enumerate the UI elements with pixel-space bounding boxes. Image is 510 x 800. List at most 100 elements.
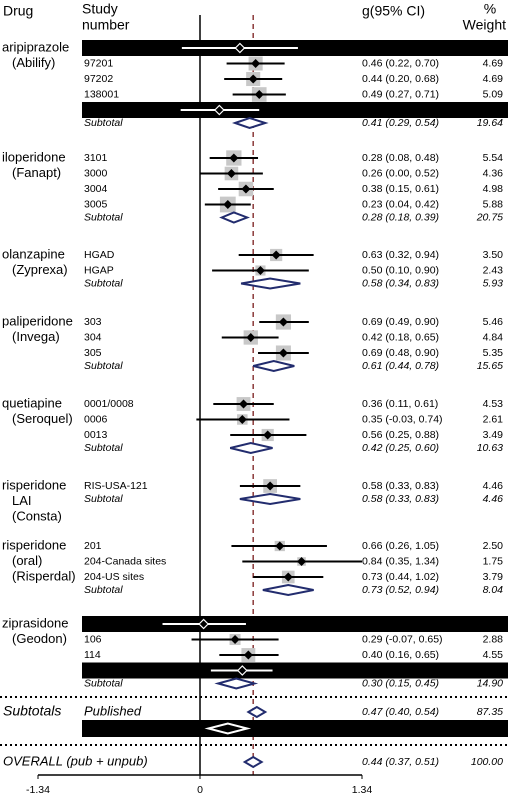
weight-label: 14.90 <box>477 677 503 689</box>
study-label: 3101 <box>84 152 108 164</box>
drug-label: olanzapine <box>2 246 65 261</box>
drug-label: (Geodon) <box>12 631 67 646</box>
subtotal-diamond <box>214 677 259 690</box>
ci-label: 0.63 (0.32, 0.94) <box>362 249 439 261</box>
ci-label: 0.30 (0.15, 0.45) <box>362 677 439 689</box>
unpublished-highlight <box>82 102 508 118</box>
drug-label: (Consta) <box>12 508 62 523</box>
weight-label: 4.45 <box>483 664 504 676</box>
effect-point <box>213 104 225 116</box>
study-label: 114 <box>84 649 101 661</box>
header-weight: Weight <box>463 17 506 33</box>
x-tick-label: 1.34 <box>352 784 373 796</box>
summary-diamond <box>246 705 268 719</box>
weight-label: 12.65 <box>477 722 503 734</box>
weight-label: 5.46 <box>483 316 504 328</box>
ci-label: 0.47 (0.40, 0.54) <box>362 706 439 718</box>
weight-label: 100.00 <box>471 756 503 768</box>
subtotal-diamond <box>231 116 269 130</box>
study-label: 3000 <box>84 167 108 179</box>
ci-label: 0.58 (0.34, 0.83) <box>362 277 439 289</box>
drug-label: paliperidone <box>2 313 73 328</box>
subtotal-diamond <box>239 492 301 506</box>
subtotal-label: Subtotal <box>84 211 123 223</box>
effect-point <box>275 541 285 551</box>
study-label: 93202 <box>84 42 113 54</box>
effect-point <box>223 200 233 209</box>
effect-point <box>283 572 293 582</box>
weight-label: 2.50 <box>483 540 504 552</box>
drug-label: (Abilify) <box>12 55 55 70</box>
study-label: 0001/0008 <box>84 398 134 410</box>
effect-point <box>226 169 236 178</box>
weight-label: 4.84 <box>483 331 504 343</box>
subtotal-label: Subtotal <box>84 277 123 289</box>
weight-label: 3.03 <box>483 618 504 630</box>
subtotal-label: Subtotal <box>84 442 123 454</box>
drug-label: (Invega) <box>12 329 60 344</box>
ci-label: 0.23 (0.04, 0.42) <box>362 198 439 210</box>
ci-label: 0.56 (0.25, 0.88) <box>362 429 439 441</box>
effect-point <box>229 153 239 163</box>
effect-point <box>263 430 273 440</box>
effect-point <box>251 59 261 68</box>
header-weight: % <box>484 1 496 17</box>
study-label: 106 <box>84 633 102 645</box>
weight-label: 10.63 <box>477 442 503 454</box>
overall-diamond <box>242 755 264 769</box>
weight-label: 4.46 <box>483 480 504 492</box>
ci-label: 0.36 (0.11, 0.61) <box>362 398 438 410</box>
study-label: 138001 <box>84 88 119 100</box>
weight-label: 19.64 <box>477 117 503 129</box>
study-label: 3004 <box>84 183 108 195</box>
weight-label: 4.53 <box>483 398 504 410</box>
ci-label: 0.42 (0.25, 0.60) <box>362 442 439 454</box>
subtotal-diamond <box>252 359 295 373</box>
weight-label: 2.43 <box>483 264 504 276</box>
subtotal-diamond <box>262 583 314 597</box>
x-tick-label: -1.34 <box>26 784 50 796</box>
weight-label: 8.04 <box>483 584 504 596</box>
ci-label: 0.49 (0.27, 0.71) <box>362 88 439 100</box>
header-drug: Drug <box>3 3 33 19</box>
ci-label: 0.84 (0.35, 1.34) <box>362 555 439 567</box>
ci-label: 0.73 (0.44, 1.02) <box>362 571 439 583</box>
overall-label: OVERALL (pub + unpub) <box>3 753 148 768</box>
ci-label: 0.28 (0.08, 0.48) <box>362 152 439 164</box>
subtotal-label: Subtotal <box>84 677 123 689</box>
effect-point <box>248 74 258 84</box>
ci-label: 0.69 (0.49, 0.90) <box>362 316 439 328</box>
ci-label: 0.28 (0.18, 0.39) <box>362 211 439 223</box>
study-label: 115 <box>84 664 101 676</box>
ci-label: 0.44 (0.20, 0.68) <box>362 73 439 85</box>
ci-label: 0.35 (-0.03, 0.74) <box>362 413 443 425</box>
weight-label: 5.54 <box>483 152 504 164</box>
drug-label: risperidone <box>2 537 66 552</box>
drug-label: (Risperdal) <box>12 568 76 583</box>
study-label: 305 <box>84 347 102 359</box>
effect-point <box>234 42 246 54</box>
study-label: 97202 <box>84 73 113 85</box>
ci-label: 0.38 (0.15, 0.61) <box>362 183 439 195</box>
weight-label: 1.85 <box>483 42 504 54</box>
drug-label: aripiprazole <box>2 39 69 54</box>
unpublished-highlight <box>82 616 508 632</box>
subtotal-diamond <box>240 277 301 290</box>
ci-label: 0.26 (0.00, 0.52) <box>362 167 439 179</box>
header-study: number <box>82 17 130 33</box>
study-label: 0013 <box>84 429 108 441</box>
weight-label: 4.55 <box>483 649 504 661</box>
effect-point <box>230 635 240 644</box>
subtotal-label: Subtotal <box>84 493 123 505</box>
effect-point <box>265 481 275 491</box>
weight-label: 2.61 <box>483 413 504 425</box>
effect-point <box>254 90 264 99</box>
drug-label: (Zyprexa) <box>12 262 68 277</box>
weight-label: 4.69 <box>483 73 504 85</box>
weight-label: 3.50 <box>483 249 504 261</box>
weight-label: 4.69 <box>483 57 504 69</box>
study-label: 3005 <box>84 198 108 210</box>
weight-label: 4.36 <box>483 167 504 179</box>
study-label: 304 <box>84 331 102 343</box>
